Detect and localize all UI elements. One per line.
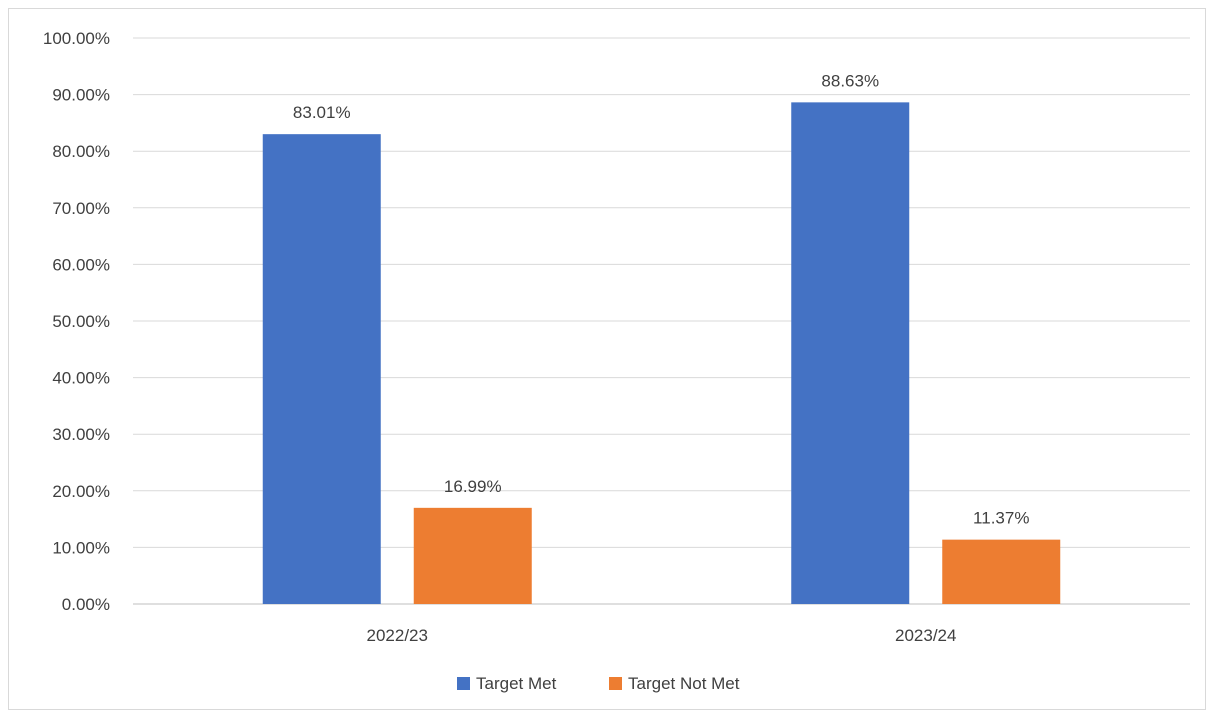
y-tick-label: 30.00% bbox=[52, 425, 110, 444]
bar-target-not-met bbox=[413, 507, 532, 604]
bars bbox=[262, 102, 1061, 605]
data-label: 83.01% bbox=[293, 103, 351, 122]
y-axis-tick-labels: 0.00% 10.00% 20.00% 30.00% 40.00% 50.00% 60.00… bbox=[43, 29, 110, 614]
legend-label: Target Not Met bbox=[628, 674, 740, 693]
y-tick-label: 50.00% bbox=[52, 312, 110, 331]
bar-target-not-met bbox=[942, 539, 1061, 604]
x-tick-label: 2023/24 bbox=[895, 626, 956, 645]
y-tick-label: 60.00% bbox=[52, 255, 110, 274]
legend-label: Target Met bbox=[476, 674, 557, 693]
data-label: 88.63% bbox=[821, 71, 879, 90]
y-tick-label: 0.00% bbox=[62, 595, 110, 614]
y-tick-label: 10.00% bbox=[52, 538, 110, 557]
x-axis-tick-labels: 2022/23 2023/24 bbox=[367, 626, 957, 645]
bar-target-met bbox=[791, 102, 910, 605]
y-tick-label: 70.00% bbox=[52, 199, 110, 218]
y-tick-label: 20.00% bbox=[52, 482, 110, 501]
bar-target-met bbox=[262, 134, 381, 605]
y-tick-label: 40.00% bbox=[52, 369, 110, 388]
data-labels: 83.01% 16.99% 88.63% 11.37% bbox=[293, 71, 1030, 527]
y-tick-label: 90.00% bbox=[52, 86, 110, 105]
x-tick-label: 2022/23 bbox=[367, 626, 428, 645]
legend: Target Met Target Not Met bbox=[457, 674, 740, 693]
legend-swatch bbox=[609, 677, 622, 690]
data-label: 16.99% bbox=[444, 477, 502, 496]
y-tick-label: 80.00% bbox=[52, 142, 110, 161]
legend-swatch bbox=[457, 677, 470, 690]
data-label: 11.37% bbox=[973, 509, 1029, 528]
y-tick-label: 100.00% bbox=[43, 29, 110, 48]
